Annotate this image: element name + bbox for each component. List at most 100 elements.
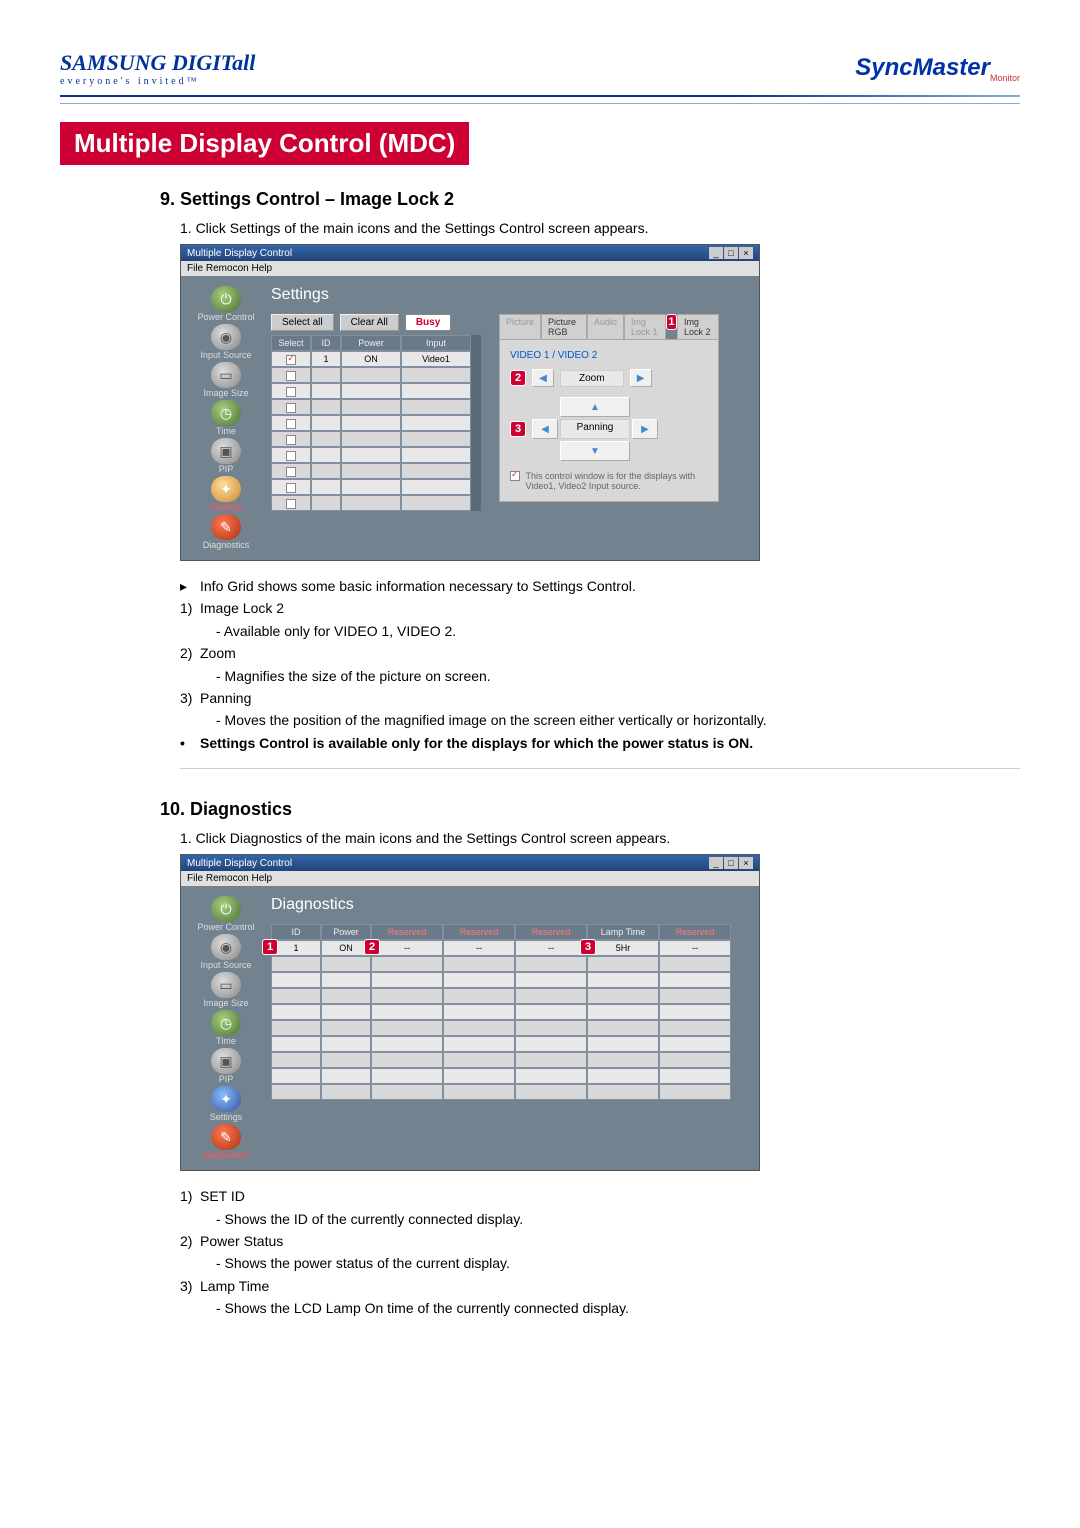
maximize-icon[interactable]: □ — [724, 247, 738, 259]
sidebar-item-input[interactable]: ◉Input Source — [200, 324, 251, 360]
col-header: Reserved — [515, 924, 587, 940]
info-grid: Select ID Power Input 1 ON Video1 — [271, 335, 481, 511]
info-icon — [510, 471, 520, 481]
section-title: 9. Settings Control – Image Lock 2 — [160, 189, 1020, 210]
sidebar-item-power[interactable]: ⏻Power Control — [197, 896, 254, 932]
diagnostics-icon: ✎ — [211, 1124, 241, 1150]
zoom-label: Zoom — [560, 370, 624, 387]
col-header: Select — [271, 335, 311, 351]
close-icon[interactable]: × — [739, 857, 753, 869]
panning-label: Panning — [560, 419, 630, 439]
busy-indicator: Busy — [405, 314, 451, 331]
col-header: Power — [321, 924, 371, 940]
sidebar-item-input[interactable]: ◉Input Source — [200, 934, 251, 970]
pan-right-button[interactable]: ▶ — [632, 419, 658, 439]
time-icon: ◷ — [211, 1010, 241, 1036]
image-size-icon: ▭ — [211, 362, 241, 388]
callout-1: 1 — [262, 939, 278, 955]
window-menu[interactable]: File Remocon Help — [181, 871, 759, 886]
tab-imglock1[interactable]: Img Lock 1 — [624, 314, 666, 339]
settings-icon: ✦ — [211, 476, 241, 502]
callout-2: 2 — [510, 370, 526, 386]
minimize-icon[interactable]: _ — [709, 857, 723, 869]
pip-icon: ▣ — [211, 1048, 241, 1074]
zoom-right-button[interactable]: ▶ — [630, 369, 652, 387]
callout-3: 3 — [510, 421, 526, 437]
diagnostics-icon: ✎ — [211, 514, 241, 540]
tab-picture[interactable]: Picture — [499, 314, 541, 339]
window-titlebar: Multiple Display Control _□× — [181, 245, 759, 261]
sidebar-item-diagnostics[interactable]: ✎Diagnostics — [203, 514, 250, 550]
logo-samsung: SAMSUNG DIGITall everyone's invited™ — [60, 50, 255, 87]
sidebar-item-settings[interactable]: ✦Settings — [210, 1086, 243, 1122]
pan-left-button[interactable]: ◀ — [532, 419, 558, 439]
divider — [180, 768, 1020, 769]
section-diagnostics: 10. Diagnostics 1. Click Diagnostics of … — [160, 799, 1020, 1319]
panel-title: Diagnostics — [271, 896, 749, 914]
section-title: 10. Diagnostics — [160, 799, 1020, 820]
callout-3: 3 — [580, 939, 596, 955]
sidebar-item-pip[interactable]: ▣PIP — [211, 1048, 241, 1084]
col-header: Power — [341, 335, 401, 351]
sidebar-item-time[interactable]: ◷Time — [211, 1010, 241, 1046]
logo-syncmaster: SyncMasterMonitor — [855, 54, 1020, 83]
panel-title: Settings — [271, 286, 749, 304]
callout-2: 2 — [364, 939, 380, 955]
control-label: VIDEO 1 / VIDEO 2 — [510, 350, 708, 361]
pip-icon: ▣ — [211, 438, 241, 464]
sidebar-item-image-size[interactable]: ▭Image Size — [203, 362, 248, 398]
checkbox[interactable] — [286, 355, 296, 365]
maximize-icon[interactable]: □ — [724, 857, 738, 869]
window-menu[interactable]: File Remocon Help — [181, 261, 759, 276]
col-header: Lamp Time — [587, 924, 659, 940]
sidebar-item-settings[interactable]: ✦Settings — [210, 476, 243, 512]
col-header: Reserved — [443, 924, 515, 940]
sidebar-item-image-size[interactable]: ▭Image Size — [203, 972, 248, 1008]
pan-down-button[interactable]: ▼ — [560, 441, 630, 461]
input-icon: ◉ — [211, 934, 241, 960]
bullet-list: 1)SET ID- Shows the ID of the currently … — [180, 1185, 1020, 1319]
clear-all-button[interactable]: Clear All — [340, 314, 399, 331]
page-title: Multiple Display Control (MDC) — [60, 122, 469, 165]
time-icon: ◷ — [211, 400, 241, 426]
zoom-left-button[interactable]: ◀ — [532, 369, 554, 387]
divider-thick — [60, 95, 1020, 97]
screenshot-diagnostics: Multiple Display Control _□× File Remoco… — [180, 854, 760, 1171]
note: This control window is for the displays … — [510, 471, 708, 491]
callout-1: 1 — [666, 314, 677, 330]
minimize-icon[interactable]: _ — [709, 247, 723, 259]
controls-panel: Picture Picture RGB Audio Img Lock 1 1 I… — [489, 314, 719, 511]
tab-picture-rgb[interactable]: Picture RGB — [541, 314, 587, 339]
col-header: Input — [401, 335, 471, 351]
close-icon[interactable]: × — [739, 247, 753, 259]
col-header: ID — [271, 924, 321, 940]
sidebar: ⏻Power Control ◉Input Source ▭Image Size… — [191, 286, 261, 550]
sidebar-item-diagnostics[interactable]: ✎Diagnostics — [203, 1124, 250, 1160]
grid-row[interactable]: 1 ON Video1 — [271, 351, 481, 367]
input-icon: ◉ — [211, 324, 241, 350]
power-icon: ⏻ — [211, 286, 241, 312]
col-header: ID — [311, 335, 341, 351]
divider-thin — [60, 103, 1020, 104]
page-header: SAMSUNG DIGITall everyone's invited™ Syn… — [60, 50, 1020, 87]
sidebar-item-power[interactable]: ⏻Power Control — [197, 286, 254, 322]
pan-up-button[interactable]: ▲ — [560, 397, 630, 417]
sidebar-item-pip[interactable]: ▣PIP — [211, 438, 241, 474]
tab-imglock2[interactable]: Img Lock 2 — [677, 314, 719, 339]
image-size-icon: ▭ — [211, 972, 241, 998]
grid-row[interactable]: 11 ON2 -- -- --3 5Hr -- — [271, 940, 731, 956]
diagnostics-grid: ID Power Reserved Reserved Reserved Lamp… — [271, 924, 731, 1100]
instruction: 1. Click Settings of the main icons and … — [180, 220, 1020, 236]
window-titlebar: Multiple Display Control _□× — [181, 855, 759, 871]
section-image-lock-2: 9. Settings Control – Image Lock 2 1. Cl… — [160, 189, 1020, 769]
settings-icon: ✦ — [211, 1086, 241, 1112]
instruction: 1. Click Diagnostics of the main icons a… — [180, 830, 1020, 846]
sidebar-item-time[interactable]: ◷Time — [211, 400, 241, 436]
select-all-button[interactable]: Select all — [271, 314, 334, 331]
screenshot-settings: Multiple Display Control _□× File Remoco… — [180, 244, 760, 561]
tab-audio[interactable]: Audio — [587, 314, 624, 339]
bullet-list: ▸Info Grid shows some basic information … — [180, 575, 1020, 754]
col-header: Reserved — [371, 924, 443, 940]
sidebar: ⏻Power Control ◉Input Source ▭Image Size… — [191, 896, 261, 1160]
col-header: Reserved — [659, 924, 731, 940]
